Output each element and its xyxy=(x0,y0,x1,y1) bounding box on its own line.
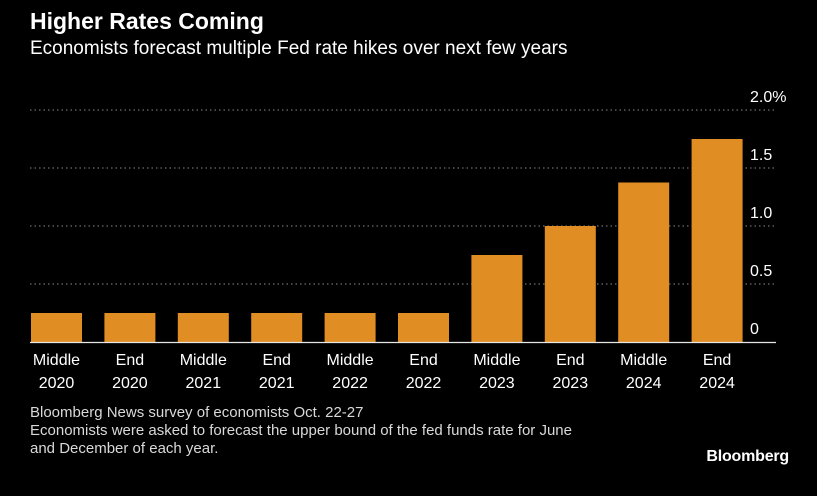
bar-chart: 0 0.5 1.0 1.5 2.0% Middle 2020 End 2020 Middle 202… xyxy=(30,89,786,392)
x-tick-label-year: 2020 xyxy=(112,375,148,392)
x-tick-label-year: 2024 xyxy=(626,375,662,392)
y-tick-label: 0 xyxy=(750,321,759,338)
bar xyxy=(251,313,303,342)
y-tick-label: 0.5 xyxy=(750,263,772,280)
bar xyxy=(618,182,670,342)
x-tick-label-period: End xyxy=(556,352,584,369)
chart-subtitle: Economists forecast multiple Fed rate hi… xyxy=(30,38,568,59)
x-tick-label-year: 2023 xyxy=(553,375,589,392)
bar xyxy=(104,313,156,342)
x-tick-label-period: Middle xyxy=(473,352,520,369)
x-tick-label-period: End xyxy=(116,352,144,369)
x-tick-label-year: 2020 xyxy=(39,375,75,392)
bar xyxy=(544,226,596,342)
x-tick-label-year: 2023 xyxy=(479,375,515,392)
bloomberg-logo: Bloomberg xyxy=(706,448,789,465)
x-tick-label-year: 2022 xyxy=(332,375,368,392)
x-tick-label-period: Middle xyxy=(620,352,667,369)
y-tick-label: 1.0 xyxy=(750,205,772,222)
x-tick-label-period: Middle xyxy=(33,352,80,369)
bar xyxy=(177,313,229,342)
x-tick-label-year: 2022 xyxy=(406,375,442,392)
footnote: Bloomberg News survey of economists Oct.… xyxy=(30,404,690,458)
x-tick-label-period: End xyxy=(703,352,731,369)
bar xyxy=(398,313,449,342)
footnote-source: Bloomberg News survey of economists Oct.… xyxy=(30,404,364,421)
x-tick-label-period: End xyxy=(262,352,290,369)
chart-title: Higher Rates Coming xyxy=(30,8,264,34)
x-tick-label-period: Middle xyxy=(180,352,227,369)
y-tick-label: 1.5 xyxy=(750,147,772,164)
footnote-note-line-1: Economists were asked to forecast the up… xyxy=(30,422,572,439)
x-tick-label-period: Middle xyxy=(327,352,374,369)
bar xyxy=(471,255,523,342)
bar xyxy=(31,313,82,342)
x-tick-label-year: 2024 xyxy=(699,375,735,392)
y-tick-label: 2.0% xyxy=(750,89,786,106)
x-tick-label-period: End xyxy=(409,352,437,369)
bar xyxy=(324,313,376,342)
x-tick-label-year: 2021 xyxy=(259,375,295,392)
bar xyxy=(691,139,743,342)
x-tick-label-year: 2021 xyxy=(186,375,222,392)
footnote-note-line-2: and December of each year. xyxy=(30,440,219,457)
